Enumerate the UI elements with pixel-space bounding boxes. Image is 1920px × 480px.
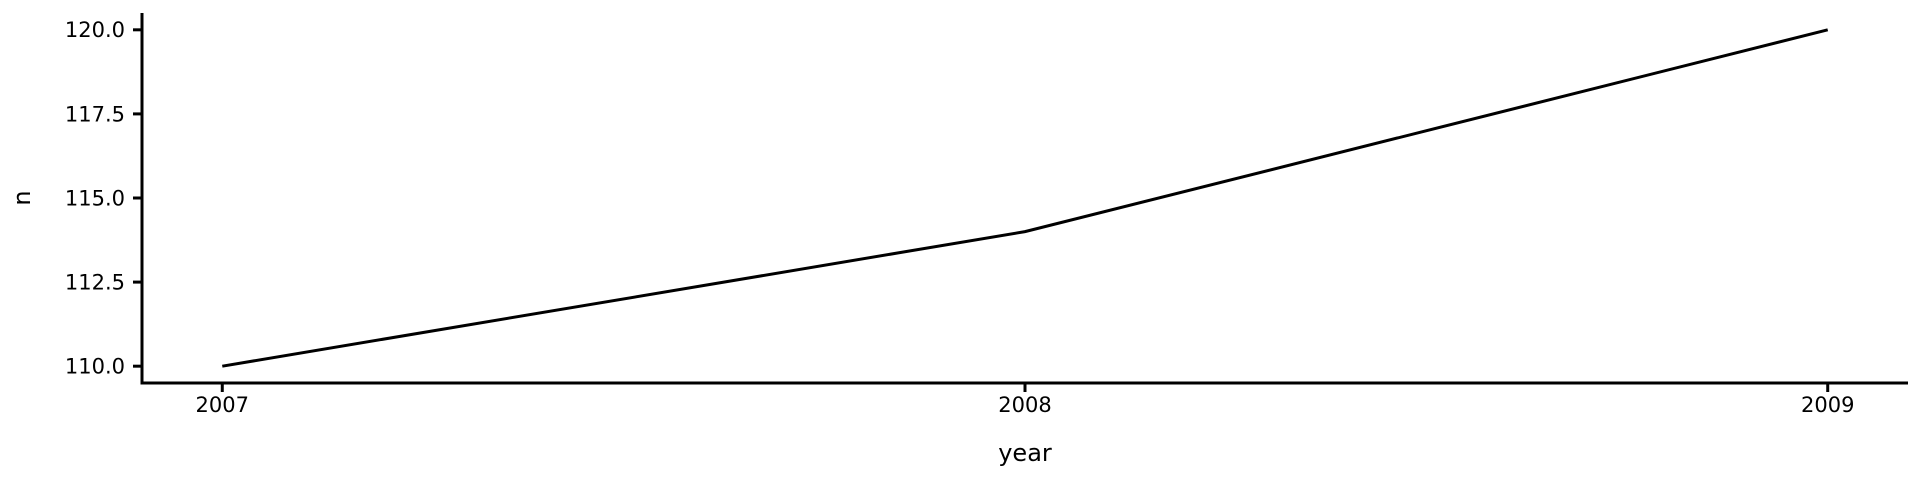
y-tick-label: 112.5: [65, 270, 125, 294]
y-axis-title: n: [8, 190, 36, 206]
y-tick-label: 110.0: [65, 355, 125, 379]
data-line: [222, 28, 1829, 368]
x-tick-label: 2008: [998, 393, 1051, 417]
x-tick-label: 2007: [196, 393, 249, 417]
y-tick-label: 120.0: [65, 18, 125, 42]
y-tick-label: 117.5: [65, 102, 125, 126]
x-axis-title: year: [998, 439, 1052, 467]
y-tick-label: 115.0: [65, 186, 125, 210]
x-tick-label: 2009: [1801, 393, 1854, 417]
